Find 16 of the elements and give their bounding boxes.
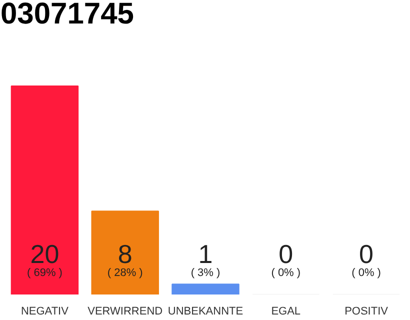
annotation: ( 3% ) <box>190 266 220 279</box>
data-label: 20 <box>30 239 60 270</box>
x-tick-label: UNBEKANNTE <box>168 306 244 318</box>
data-label: 0 <box>359 239 374 270</box>
annotation: ( 69% ) <box>26 266 62 279</box>
x-tick-label: POSITIV <box>344 306 389 318</box>
annotation: ( 0% ) <box>352 266 381 279</box>
chart-title: 03071745 <box>0 0 134 30</box>
data-label: 8 <box>118 239 132 270</box>
annotation: ( 0% ) <box>271 266 301 279</box>
annotation: ( 28% ) <box>107 266 143 279</box>
data-label: 0 <box>278 239 294 270</box>
x-tick-label: EGAL <box>271 306 301 318</box>
x-tick-label: VERWIRREND <box>88 306 163 318</box>
data-label: 1 <box>198 239 213 270</box>
x-tick-label: NEGATIV <box>20 306 70 318</box>
